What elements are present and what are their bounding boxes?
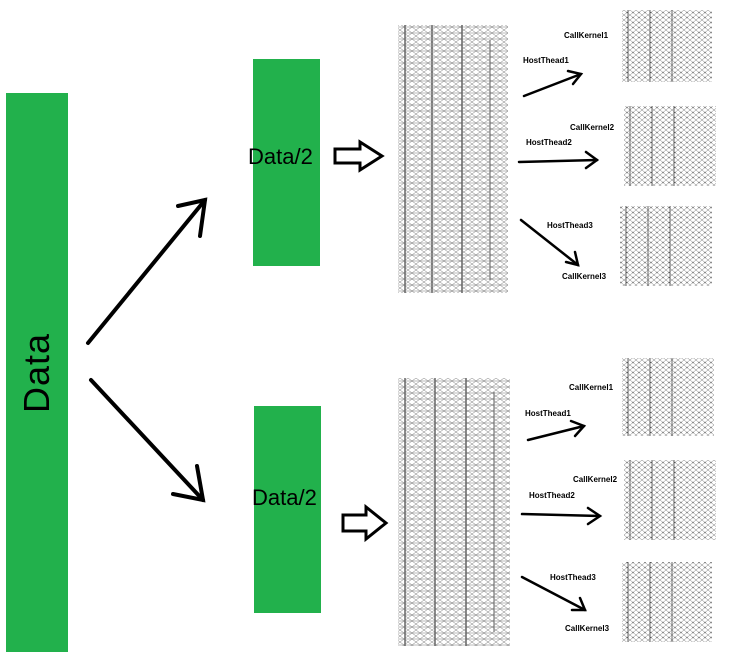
top-thread-1-label: HostThead1 xyxy=(523,56,569,65)
bottom-thread-3-label: HostThead3 xyxy=(550,573,596,582)
thread-arrow-bottom-1 xyxy=(526,419,587,442)
thread-arrow-top-3 xyxy=(519,218,580,267)
small-network-top-3 xyxy=(620,206,712,286)
thread-arrow-top-2 xyxy=(517,150,600,170)
thread-arrow-bottom-2 xyxy=(520,506,603,526)
split-arrow-down xyxy=(89,378,206,503)
half-block-top-label: Data/2 xyxy=(248,144,313,169)
split-arrow-up xyxy=(86,197,208,345)
thread-arrow-bottom-3 xyxy=(520,575,587,612)
data-block xyxy=(6,93,68,652)
bottom-kernel-3-label: CallKernel3 xyxy=(565,624,610,633)
bottom-kernel-2-label: CallKernel2 xyxy=(573,475,618,484)
small-network-top-2 xyxy=(624,106,716,186)
top-kernel-3-label: CallKernel3 xyxy=(562,272,607,281)
bottom-thread-1-label: HostThead1 xyxy=(525,409,571,418)
top-thread-3-label: HostThead3 xyxy=(547,221,593,230)
thread-arrow-top-1 xyxy=(522,69,584,98)
top-kernel-2-label: CallKernel2 xyxy=(570,123,615,132)
small-network-bottom-2 xyxy=(624,460,716,540)
hollow-arrow-top xyxy=(333,139,385,173)
small-network-bottom-3 xyxy=(622,562,712,642)
large-network-top xyxy=(398,25,508,293)
half-block-top xyxy=(253,59,320,266)
top-thread-2-label: HostThead2 xyxy=(526,138,572,147)
bottom-kernel-1-label: CallKernel1 xyxy=(569,383,614,392)
small-network-top-1 xyxy=(622,10,712,82)
large-network-bottom xyxy=(398,378,510,646)
hollow-arrow-bottom xyxy=(341,503,389,543)
bottom-thread-2-label: HostThead2 xyxy=(529,491,575,500)
half-block-bottom xyxy=(254,406,321,613)
half-block-bottom-label: Data/2 xyxy=(252,485,317,510)
small-network-bottom-1 xyxy=(622,358,714,436)
top-kernel-1-label: CallKernel1 xyxy=(564,31,609,40)
